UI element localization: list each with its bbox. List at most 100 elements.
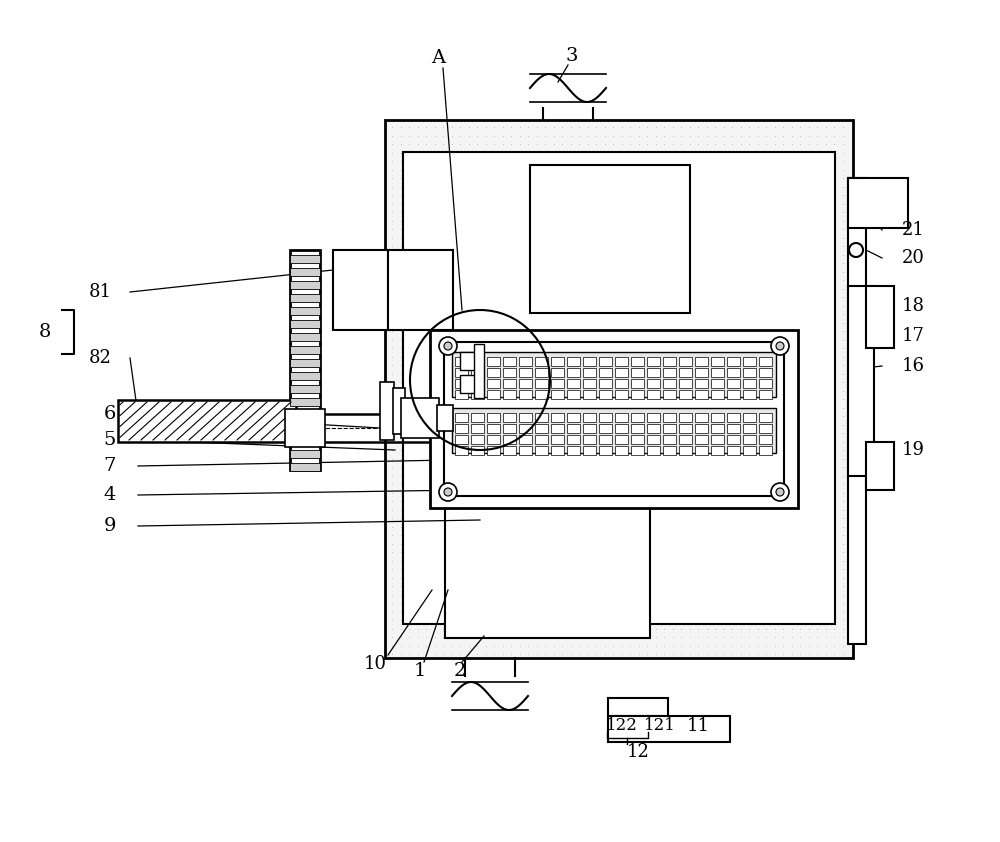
Bar bbox=[290, 398, 320, 406]
Bar bbox=[503, 446, 516, 455]
Bar bbox=[551, 390, 564, 399]
Bar bbox=[727, 390, 740, 399]
Bar bbox=[445, 490, 650, 638]
Bar bbox=[599, 446, 612, 455]
Bar bbox=[743, 390, 756, 399]
Bar bbox=[679, 413, 692, 422]
Text: 11: 11 bbox=[686, 717, 710, 735]
Bar bbox=[583, 357, 596, 366]
Bar bbox=[631, 424, 644, 433]
Text: 10: 10 bbox=[364, 655, 387, 673]
Text: 17: 17 bbox=[902, 327, 925, 345]
Bar bbox=[567, 424, 580, 433]
Bar bbox=[333, 250, 388, 330]
Bar bbox=[679, 357, 692, 366]
Bar bbox=[290, 268, 320, 276]
Bar bbox=[711, 424, 724, 433]
Bar bbox=[647, 379, 660, 388]
Bar bbox=[380, 382, 394, 440]
Bar bbox=[608, 716, 730, 742]
Bar bbox=[663, 379, 676, 388]
Bar bbox=[727, 379, 740, 388]
Bar bbox=[535, 446, 548, 455]
Bar bbox=[727, 368, 740, 377]
Text: 9: 9 bbox=[104, 517, 116, 535]
Text: 20: 20 bbox=[902, 249, 925, 267]
Bar bbox=[487, 446, 500, 455]
Bar bbox=[535, 390, 548, 399]
Bar bbox=[503, 357, 516, 366]
Bar bbox=[471, 357, 484, 366]
Bar bbox=[866, 286, 894, 348]
Bar bbox=[615, 379, 628, 388]
Bar bbox=[290, 372, 320, 380]
Bar bbox=[551, 379, 564, 388]
Bar bbox=[290, 255, 320, 263]
Bar bbox=[615, 357, 628, 366]
Text: 4: 4 bbox=[104, 486, 116, 504]
Text: 19: 19 bbox=[902, 441, 925, 459]
Bar bbox=[455, 446, 468, 455]
Bar bbox=[290, 250, 320, 470]
Bar bbox=[615, 413, 628, 422]
Bar bbox=[663, 424, 676, 433]
Bar bbox=[471, 446, 484, 455]
Bar bbox=[290, 294, 320, 302]
Bar bbox=[727, 413, 740, 422]
Bar bbox=[455, 379, 468, 388]
Bar bbox=[663, 413, 676, 422]
Bar bbox=[290, 320, 320, 328]
Bar bbox=[759, 390, 772, 399]
Bar bbox=[583, 390, 596, 399]
Circle shape bbox=[776, 488, 784, 496]
Bar bbox=[503, 435, 516, 444]
Bar bbox=[743, 368, 756, 377]
Text: 3: 3 bbox=[566, 47, 578, 65]
Bar bbox=[631, 357, 644, 366]
Bar bbox=[727, 435, 740, 444]
Bar bbox=[711, 435, 724, 444]
Bar bbox=[535, 379, 548, 388]
Bar bbox=[599, 390, 612, 399]
Bar bbox=[631, 368, 644, 377]
Bar bbox=[285, 409, 325, 447]
Bar bbox=[727, 357, 740, 366]
Bar bbox=[460, 352, 476, 370]
Bar bbox=[444, 342, 784, 496]
Bar bbox=[695, 379, 708, 388]
Bar bbox=[487, 413, 500, 422]
Bar bbox=[551, 446, 564, 455]
Bar bbox=[530, 165, 690, 313]
Bar bbox=[759, 379, 772, 388]
Circle shape bbox=[439, 483, 457, 501]
Bar bbox=[679, 446, 692, 455]
Bar bbox=[290, 437, 320, 445]
Bar bbox=[743, 435, 756, 444]
Text: 7: 7 bbox=[104, 457, 116, 475]
Bar bbox=[385, 120, 853, 658]
Bar bbox=[711, 446, 724, 455]
Bar bbox=[487, 390, 500, 399]
Bar bbox=[567, 435, 580, 444]
Bar bbox=[663, 446, 676, 455]
Bar bbox=[743, 379, 756, 388]
Bar bbox=[647, 424, 660, 433]
Bar bbox=[727, 424, 740, 433]
Bar bbox=[519, 435, 532, 444]
Bar bbox=[848, 286, 874, 476]
Text: 18: 18 bbox=[902, 297, 925, 315]
Bar bbox=[430, 330, 798, 508]
Bar bbox=[743, 424, 756, 433]
Text: 21: 21 bbox=[902, 221, 925, 239]
Circle shape bbox=[444, 488, 452, 496]
Bar bbox=[583, 368, 596, 377]
Bar bbox=[487, 424, 500, 433]
Bar bbox=[487, 379, 500, 388]
Bar bbox=[403, 152, 835, 624]
Bar bbox=[679, 424, 692, 433]
Bar bbox=[679, 390, 692, 399]
Bar bbox=[551, 424, 564, 433]
Bar bbox=[290, 346, 320, 354]
Bar bbox=[695, 435, 708, 444]
Bar bbox=[615, 368, 628, 377]
